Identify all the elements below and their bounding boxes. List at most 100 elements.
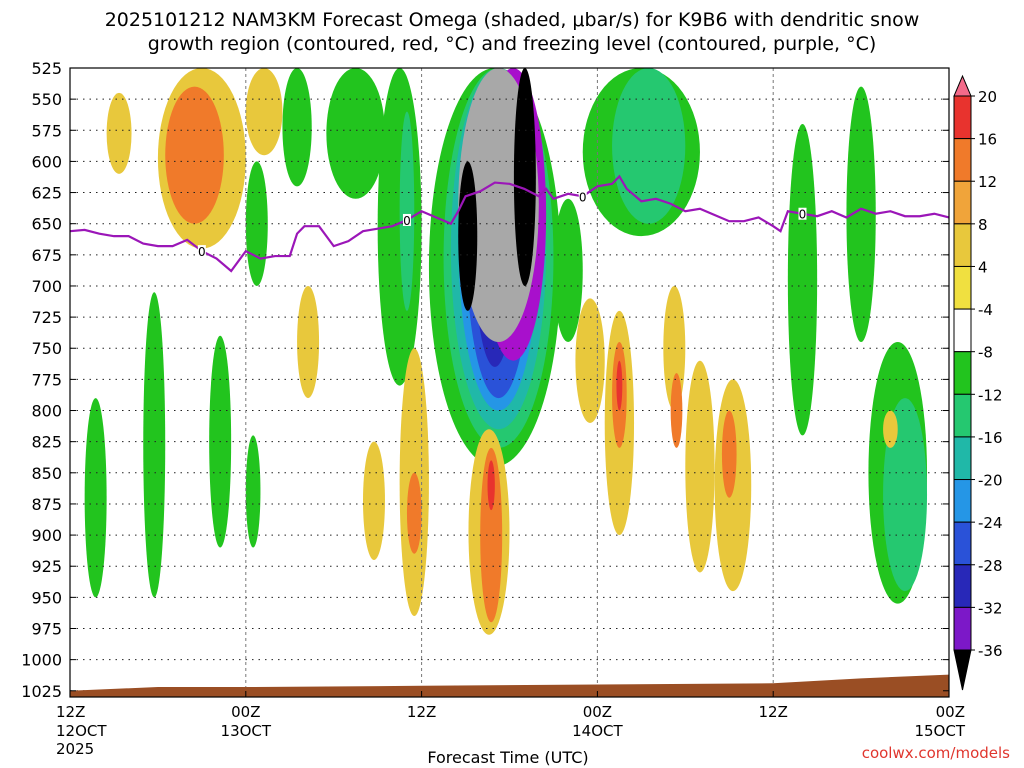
y-tick-label-18: 975 — [31, 619, 62, 638]
y-tick-label-0: 525 — [31, 59, 62, 78]
y-tick-label-9: 750 — [31, 339, 62, 358]
x-tick-date-5: 15OCT — [914, 722, 965, 740]
freezing-label-1: 0 — [403, 214, 411, 228]
x-tick-label-5: 00Z — [936, 703, 965, 721]
x-axis-label: Forecast Time (UTC) — [427, 748, 588, 767]
colorbar-band-12 — [953, 606, 972, 651]
omega-region-green-f — [282, 68, 312, 187]
freezing-label-3: 0 — [799, 208, 807, 222]
omega-region-yellow-c — [245, 68, 283, 156]
y-tick-label-8: 725 — [31, 308, 62, 327]
colorbar-bottom-triangle — [953, 649, 972, 691]
omega-region-yellow-a — [106, 92, 132, 174]
omega-region-red-a — [487, 460, 495, 511]
colorbar-band-11 — [953, 564, 972, 608]
colorbar-band-1 — [953, 138, 972, 182]
colorbar-label-12: -32 — [978, 599, 1003, 617]
colorbar-label-8: -16 — [978, 429, 1003, 447]
y-tick-label-11: 800 — [31, 402, 62, 421]
omega-region-orange-f — [721, 410, 737, 498]
y-tick-label-6: 675 — [31, 246, 62, 265]
colorbar-band-4 — [953, 265, 972, 310]
omega-region-green-e — [245, 435, 261, 548]
omega-region-orange-c — [480, 447, 503, 623]
colorbar-band-3 — [953, 223, 972, 267]
x-tick-label-1: 00Z — [231, 703, 260, 721]
y-tick-label-17: 950 — [31, 588, 62, 607]
omega-region-yellow-h — [575, 298, 605, 423]
y-tick-label-1: 550 — [31, 90, 62, 109]
grid-lines — [70, 67, 949, 697]
colorbar-label-6: -8 — [978, 344, 993, 362]
colorbar-band-0 — [953, 95, 972, 140]
y-tick-label-12: 825 — [31, 433, 62, 452]
omega-region-green-a — [84, 398, 107, 598]
colorbar-band-2 — [953, 180, 972, 225]
colorbar-label-4: 4 — [978, 258, 988, 276]
freezing-level-labels: 0 0 0 0 — [197, 190, 807, 259]
omega-region-black-b — [513, 68, 536, 286]
omega-region-yellow-d — [297, 285, 320, 399]
colorbar-band-9 — [953, 479, 972, 523]
y-tick-label-7: 700 — [31, 277, 62, 296]
omega-region-yellow-m — [883, 410, 898, 448]
freezing-label-bg-0 — [197, 245, 206, 258]
colorbar-label-13: -36 — [978, 642, 1003, 660]
colorbar-band-8 — [953, 436, 972, 481]
omega-region-yellow-k — [685, 360, 715, 573]
plot-frame — [69, 67, 950, 698]
x-tick-year-0: 2025 — [56, 740, 94, 758]
chart-title-line2: growth region (contoured, red, °C) and f… — [148, 33, 877, 55]
colorbar-label-5: -4 — [978, 301, 993, 319]
omega-region-black-a — [458, 161, 478, 311]
y-axis: 525 550 575 600 625 650 675 700 725 750 775 800 825 8… — [21, 59, 949, 701]
freezing-label-0: 0 — [198, 245, 206, 259]
colorbar-band-7 — [953, 393, 972, 438]
colorbar-label-1: 16 — [978, 131, 997, 149]
freezing-label-2: 0 — [579, 190, 587, 204]
omega-region-orange-b — [406, 472, 422, 554]
x-tick-label-2: 12Z — [407, 703, 436, 721]
colorbar-band-10 — [953, 521, 972, 566]
colorbar-top-triangle — [953, 74, 972, 97]
colorbar-label-9: -20 — [978, 472, 1003, 490]
y-tick-label-10: 775 — [31, 370, 62, 389]
omega-region-orange-a — [165, 86, 224, 224]
omega-region-yellow-e — [363, 441, 385, 560]
y-tick-label-20: 1025 — [21, 682, 62, 701]
x-tick-date-3: 14OCT — [572, 722, 623, 740]
x-tick-label-3: 00Z — [583, 703, 612, 721]
omega-region-green-d — [245, 161, 268, 286]
chart-title-line1: 2025101212 NAM3KM Forecast Omega (shaded… — [105, 9, 920, 31]
x-tick-date-0: 12OCT — [56, 722, 107, 740]
omega-region-teal-a — [399, 111, 415, 311]
omega-region-teal-d — [883, 398, 928, 592]
omega-shading — [84, 68, 928, 635]
omega-region-teal-c — [612, 68, 686, 224]
y-tick-label-2: 575 — [31, 121, 62, 140]
terrain-fill — [70, 674, 949, 697]
freezing-level-line — [69, 174, 950, 273]
omega-region-red-b — [616, 360, 623, 411]
x-tick-label-0: 12Z — [56, 703, 85, 721]
colorbar-label-2: 12 — [978, 173, 997, 191]
omega-region-green-m — [846, 86, 876, 343]
colorbar-label-10: -24 — [978, 514, 1003, 532]
x-tick-date-1: 13OCT — [221, 722, 272, 740]
colorbar-label-7: -12 — [978, 386, 1003, 404]
y-tick-label-19: 1000 — [21, 651, 62, 670]
y-tick-label-15: 900 — [31, 526, 62, 545]
y-tick-label-3: 600 — [31, 152, 62, 171]
colorbar-band-5 — [953, 308, 972, 353]
omega-region-orange-e — [670, 373, 683, 448]
y-tick-label-14: 875 — [31, 495, 62, 514]
omega-region-green-j — [553, 198, 583, 343]
freezing-label-bg-3 — [798, 207, 807, 220]
freezing-label-bg-2 — [578, 190, 587, 203]
plot-area: 0 0 0 0 — [69, 67, 950, 698]
freezing-label-bg-1 — [402, 213, 411, 226]
y-tick-label-16: 925 — [31, 557, 62, 576]
colorbar-band-6 — [953, 351, 972, 395]
